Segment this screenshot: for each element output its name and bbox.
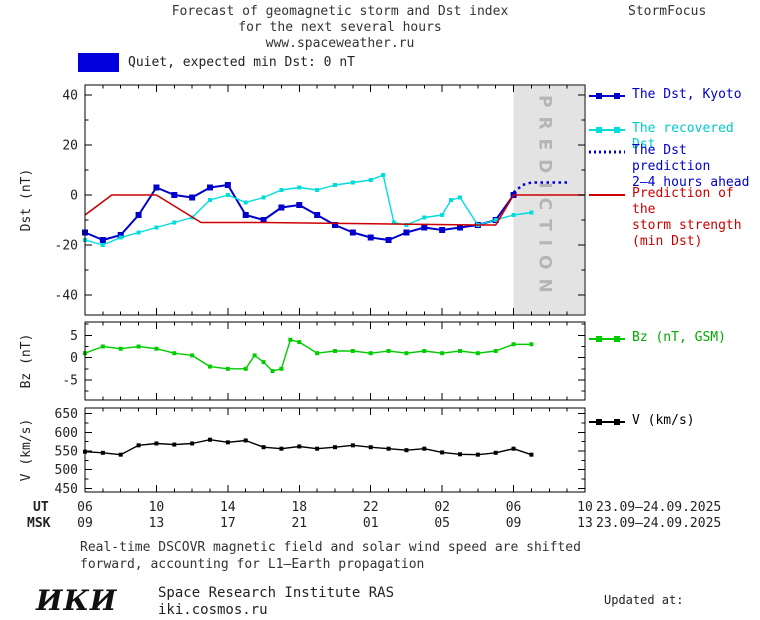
svg-text:Dst (nT): Dst (nT) [19, 169, 34, 232]
svg-text:UT: UT [33, 500, 49, 515]
svg-text:05: 05 [434, 516, 450, 531]
title-line-1: Forecast of geomagnetic storm and Dst in… [171, 4, 509, 19]
svg-text:02: 02 [434, 500, 450, 515]
iki-logo: ИКИ [36, 584, 118, 617]
svg-text:0: 0 [70, 189, 78, 204]
svg-text:MSK: MSK [27, 516, 51, 531]
chart-legend: The Dst, Kyoto The recovered Dst The Dst… [588, 0, 760, 535]
svg-text:0: 0 [70, 351, 78, 366]
svg-text:01: 01 [363, 516, 379, 531]
svg-text:22: 22 [363, 500, 379, 515]
spaceweather-url: www.spaceweather.ru [265, 36, 415, 51]
svg-text:600: 600 [55, 426, 78, 441]
svg-text:13: 13 [149, 516, 165, 531]
svg-text:V (km/s): V (km/s) [19, 419, 34, 482]
svg-text:23.09—24.09.2025: 23.09—24.09.2025 [596, 500, 721, 515]
v-line-swatch [588, 414, 626, 433]
svg-text:09: 09 [77, 516, 93, 531]
institute-url: iki.cosmos.ru [158, 602, 268, 618]
svg-text:14: 14 [220, 500, 236, 515]
bz-line-swatch [588, 331, 626, 350]
title-line-2: for the next several hours [238, 20, 442, 35]
recovered-dst-line-swatch [588, 122, 626, 141]
legend-item-bz: Bz (nT, GSM) [588, 330, 726, 350]
svg-text:17: 17 [220, 516, 236, 531]
svg-text:20: 20 [62, 139, 78, 154]
svg-text:450: 450 [55, 482, 78, 497]
institute-name: Space Research Institute RAS [158, 585, 395, 601]
storm-level-color-box [78, 53, 119, 72]
legend-label-recovered-dst: The recovered Dst [632, 121, 734, 152]
page-title: Forecast of geomagnetic storm and Dst in… [60, 4, 620, 52]
svg-text:13: 13 [577, 516, 593, 531]
updated-at-label: Updated at: [604, 593, 684, 607]
storm-level-label: Quiet, expected min Dst: 0 nT [128, 55, 355, 70]
svg-text:18: 18 [291, 500, 307, 515]
min-dst-prediction-line-swatch [588, 187, 626, 206]
legend-label-min-dst-prediction: Prediction of the storm strength (min Ds… [632, 186, 742, 249]
legend-item-v: V (km/s) [588, 413, 695, 433]
forecast-plots: PREDICTION 40 20 0 -20 -40 Dst (nT) 5 0 -5 Bz (nT)… [19, 84, 721, 531]
legend-item-min-dst-prediction: Prediction of the storm strength (min Ds… [588, 186, 760, 250]
svg-text:500: 500 [55, 463, 78, 478]
legend-label-dst-kyoto: The Dst, Kyoto [632, 87, 742, 102]
svg-text:PREDICTION: PREDICTION [534, 95, 554, 302]
propagation-note: Real-time DSCOVR magnetic field and sola… [80, 539, 581, 573]
svg-text:Bz (nT): Bz (nT) [19, 334, 34, 389]
svg-text:10: 10 [577, 500, 593, 515]
legend-label-v: V (km/s) [632, 413, 695, 428]
svg-text:-5: -5 [62, 373, 78, 388]
svg-text:5: 5 [70, 329, 78, 344]
svg-text:09: 09 [506, 516, 522, 531]
svg-text:650: 650 [55, 407, 78, 422]
legend-item-dst-prediction: The Dst prediction 2—4 hours ahead [588, 143, 760, 191]
storm-level-indicator: Quiet, expected min Dst: 0 nT [78, 53, 355, 72]
legend-label-bz: Bz (nT, GSM) [632, 330, 726, 345]
legend-label-dst-prediction: The Dst prediction 2—4 hours ahead [632, 143, 750, 190]
svg-text:-20: -20 [55, 239, 78, 254]
svg-text:06: 06 [77, 500, 93, 515]
svg-text:06: 06 [506, 500, 522, 515]
legend-item-dst-kyoto: The Dst, Kyoto [588, 87, 742, 107]
svg-text:550: 550 [55, 444, 78, 459]
svg-text:23.09—24.09.2025: 23.09—24.09.2025 [596, 516, 721, 531]
svg-text:-40: -40 [55, 289, 78, 304]
dst-kyoto-line-swatch [588, 88, 626, 107]
updated-at-block: Updated at: UT 06:05, 24.09.2025 MSK 09:… [604, 560, 756, 620]
note-line-1: Real-time DSCOVR magnetic field and sola… [80, 540, 581, 555]
note-line-2: forward, accounting for L1—Earth propaga… [80, 557, 425, 572]
dst-prediction-dotted-line-swatch [588, 144, 626, 163]
svg-text:40: 40 [62, 89, 78, 104]
svg-text:21: 21 [291, 516, 307, 531]
stormfocus-brand: StormFocus [628, 4, 707, 19]
legend-item-recovered-dst: The recovered Dst [588, 121, 760, 153]
svg-text:10: 10 [149, 500, 165, 515]
